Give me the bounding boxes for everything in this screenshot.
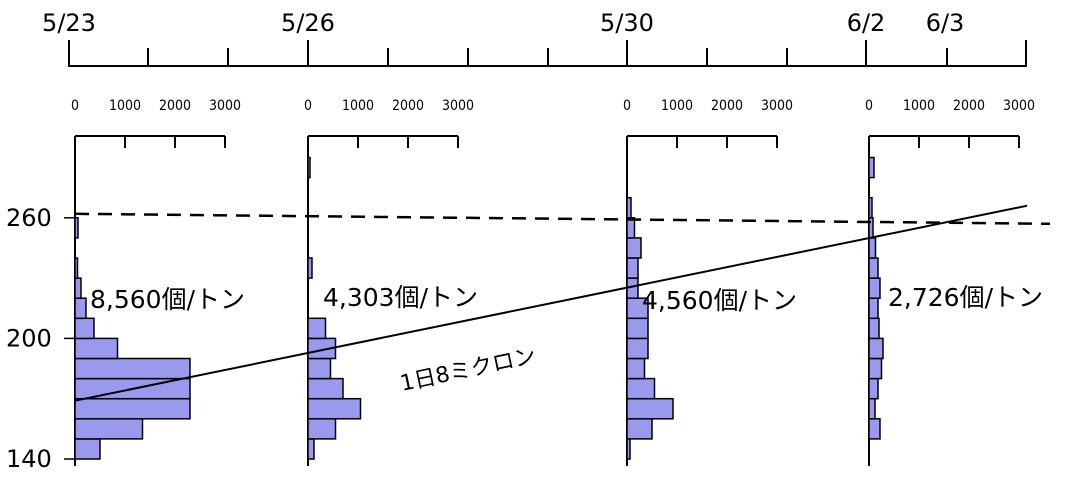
histogram-bar — [307, 418, 337, 440]
histogram-bar — [868, 397, 876, 420]
histogram-panel: 0 1000 2000 3000 8,560個/トン — [71, 98, 245, 466]
panel-count-tick-label: 0 — [623, 98, 631, 114]
histogram-bar — [626, 217, 636, 239]
panel-count-tick-label: 3000 — [1003, 98, 1035, 114]
histogram-bar — [74, 418, 144, 440]
y-tick-label: 260 — [6, 204, 52, 232]
histogram-bar — [307, 377, 344, 400]
histogram-bar — [626, 357, 646, 380]
histogram-bar — [74, 337, 119, 360]
histogram-bar — [868, 297, 879, 320]
count-per-ton-label: 8,560個/トン — [90, 285, 245, 314]
panel-count-tick-label: 0 — [304, 98, 312, 114]
count-per-ton-label: 4,303個/トン — [323, 283, 478, 312]
panel-count-tick-label: 2000 — [711, 98, 743, 114]
histogram-bar — [307, 317, 327, 340]
histogram-bar — [626, 377, 656, 400]
histogram-bar — [307, 397, 362, 420]
histogram-bar — [307, 257, 313, 279]
panel-count-tick-label: 0 — [865, 98, 873, 114]
panel-count-tick-label: 3000 — [761, 98, 793, 114]
histogram-bar — [307, 357, 332, 380]
panel-count-tick-label: 0 — [71, 98, 79, 114]
histogram-bar — [868, 237, 877, 259]
panel-count-tick-label: 1000 — [903, 98, 935, 114]
growth-trend-line — [74, 204, 1028, 402]
timeline-date-label: 5/30 — [600, 9, 654, 37]
histogram-bar — [626, 418, 653, 440]
panel-count-tick-label: 2000 — [159, 98, 191, 114]
histogram-bar — [868, 357, 883, 380]
panel-count-tick-label: 3000 — [209, 98, 241, 114]
histogram-bar — [868, 156, 875, 179]
histogram-bar — [868, 418, 881, 440]
panel-count-tick-label: 2000 — [392, 98, 424, 114]
histogram-bar — [868, 196, 873, 219]
histogram-bar — [868, 337, 884, 360]
histogram-bar — [74, 277, 82, 299]
growth-rate-label: 1日8ミクロン — [398, 344, 538, 397]
y-tick-label: 140 — [6, 445, 52, 473]
panel-count-tick-label: 3000 — [442, 98, 474, 114]
histogram-bar — [74, 257, 79, 279]
histogram-panel: 0 1000 2000 3000 4,560個/トン — [623, 98, 797, 466]
histogram-bar — [626, 196, 632, 219]
histogram-bar — [74, 317, 95, 340]
count-per-ton-label: 4,560個/トン — [642, 286, 797, 315]
histogram-panel: 0 1000 2000 3000 2,726個/トン — [865, 98, 1043, 466]
panel-count-tick-label: 1000 — [109, 98, 141, 114]
histogram-bar — [626, 317, 649, 340]
histogram-panel: 0 1000 2000 3000 4,303個/トン — [304, 98, 478, 466]
histogram-bar — [868, 277, 881, 299]
panel-count-tick-label: 1000 — [342, 98, 374, 114]
timeline-date-label: 6/3 — [926, 9, 965, 37]
threshold-line-group — [74, 212, 1051, 226]
timeline-date-label: 5/26 — [281, 9, 335, 37]
histogram-bar — [307, 438, 315, 460]
histogram-bar — [868, 317, 880, 340]
y-axis: 260 200 140 — [6, 204, 75, 473]
threshold-dashed-line — [74, 212, 1051, 226]
histogram-bar — [74, 297, 87, 320]
histogram-bar — [626, 257, 639, 279]
histogram-bar — [868, 377, 879, 400]
histogram-bar — [307, 156, 311, 179]
histogram-bar — [74, 438, 101, 460]
y-tick-label: 200 — [6, 324, 52, 352]
count-per-ton-label: 2,726個/トン — [888, 283, 1043, 312]
histogram-bar — [868, 257, 879, 279]
histogram-panels: 0 1000 2000 3000 8,560個/トン 0 1000 2000 3000 4,303… — [71, 98, 1043, 466]
timeline-date-label: 6/2 — [847, 9, 886, 37]
histogram-bar — [626, 337, 649, 360]
histogram-bar — [626, 237, 642, 259]
histogram-bar — [626, 397, 674, 420]
panel-count-tick-label: 1000 — [661, 98, 693, 114]
histogram-bar — [74, 397, 191, 420]
timeline-axis: 5/23 5/26 5/30 6/2 6/3 — [42, 9, 1027, 67]
histogram-bar — [74, 357, 191, 380]
timeline-date-label: 5/23 — [42, 9, 96, 37]
histogram-bar — [626, 438, 631, 460]
panel-count-tick-label: 2000 — [953, 98, 985, 114]
histogram-bar — [74, 217, 79, 239]
